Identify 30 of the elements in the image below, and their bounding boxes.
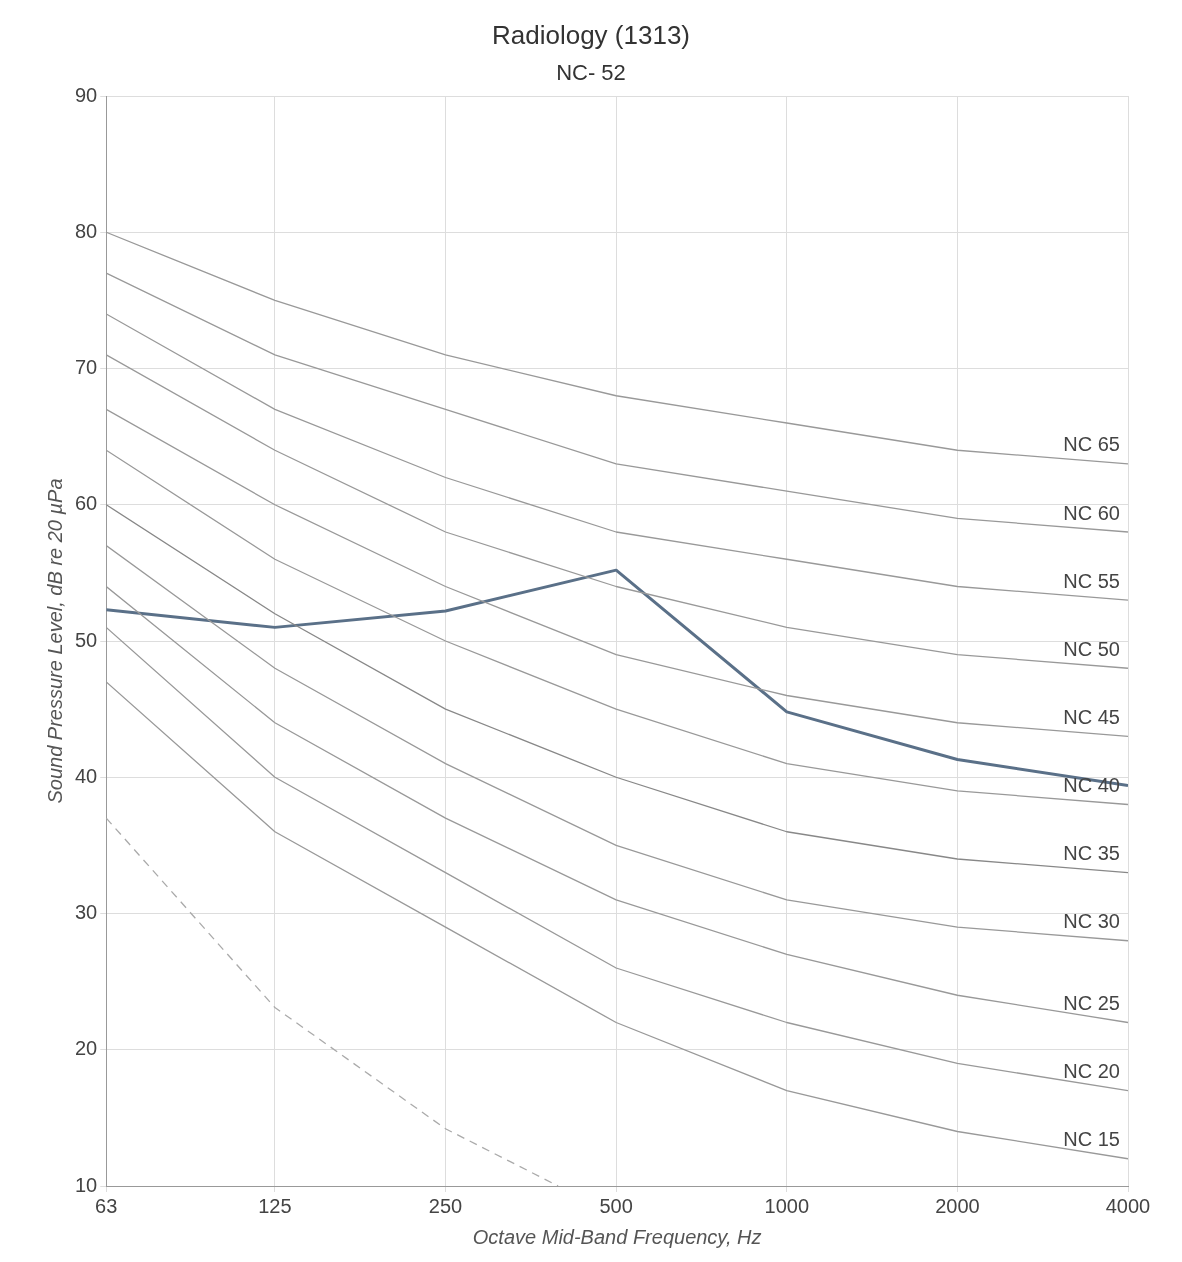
x-tick-label: 4000 <box>1105 1194 1151 1217</box>
series-label: NC 30 <box>1063 910 1120 933</box>
series-label: NC 60 <box>1063 501 1120 524</box>
x-tick-label: 2000 <box>935 1194 980 1217</box>
y-axis-title: Sound Pressure Level, dB re 20 µPa <box>43 478 66 804</box>
series-label: NC 55 <box>1063 569 1120 592</box>
x-tick-label: 125 <box>258 1194 292 1217</box>
x-tick-label: 63 <box>95 1194 118 1217</box>
series-label: NC 35 <box>1063 842 1120 865</box>
x-tick-label: 500 <box>599 1194 633 1217</box>
series-label: NC 20 <box>1063 1060 1120 1083</box>
x-axis-title: Octave Mid-Band Frequency, Hz <box>472 1225 762 1248</box>
y-tick-label: 20 <box>75 1037 98 1060</box>
x-tick-label: 1000 <box>764 1194 810 1217</box>
y-tick-label: 80 <box>75 219 98 242</box>
y-tick-label: 50 <box>75 628 98 651</box>
series-label: NC 50 <box>1063 637 1120 660</box>
series-label: NC 65 <box>1063 433 1120 456</box>
x-tick-label: 250 <box>428 1194 463 1217</box>
series-label: NC 45 <box>1063 705 1120 728</box>
series-label: NC 15 <box>1063 1128 1120 1151</box>
y-tick-label: 70 <box>75 356 98 379</box>
y-tick-label: 40 <box>75 764 98 787</box>
series-label: NC 25 <box>1063 992 1120 1015</box>
y-tick-label: 10 <box>75 1173 98 1196</box>
y-tick-label: 30 <box>75 901 98 924</box>
chart-subtitle: NC- 52 <box>556 60 626 85</box>
y-tick-label: 90 <box>75 83 98 106</box>
y-tick-label: 60 <box>75 492 98 515</box>
chart-title: Radiology (1313) <box>491 20 691 51</box>
